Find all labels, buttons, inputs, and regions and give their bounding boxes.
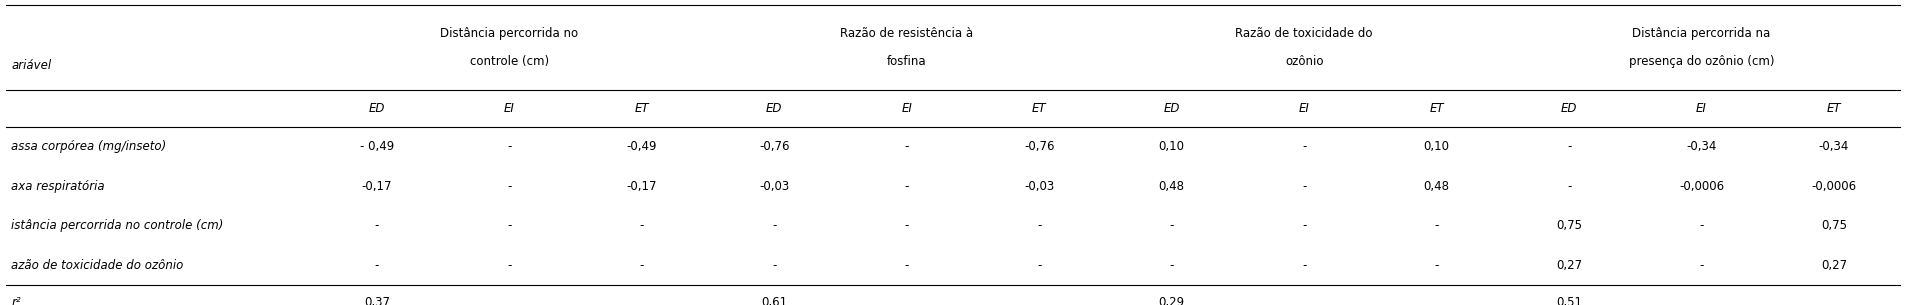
Text: -: - (375, 219, 379, 232)
Text: fosfina: fosfina (886, 55, 926, 67)
Text: -0,17: -0,17 (627, 180, 657, 192)
Text: assa corpórea (mg/inseto): assa corpórea (mg/inseto) (11, 140, 166, 153)
Text: Distância percorrida no: Distância percorrida no (440, 27, 577, 40)
Text: -0,34: -0,34 (1817, 140, 1848, 153)
Text: -: - (1301, 219, 1305, 232)
Text: 0,75: 0,75 (1819, 219, 1846, 232)
Text: -: - (375, 259, 379, 272)
Text: 0,48: 0,48 (1423, 180, 1450, 192)
Text: -: - (507, 259, 511, 272)
Text: -: - (1170, 219, 1173, 232)
Text: ED: ED (766, 102, 783, 115)
Text: -: - (905, 219, 909, 232)
Text: -: - (772, 219, 775, 232)
Text: 0,29: 0,29 (1158, 296, 1185, 305)
Text: ED: ED (368, 102, 385, 115)
Text: -0,17: -0,17 (362, 180, 392, 192)
Text: ET: ET (634, 102, 650, 115)
Text: -: - (1301, 259, 1305, 272)
Text: Distância percorrida na: Distância percorrida na (1631, 27, 1770, 40)
Text: -: - (905, 180, 909, 192)
Text: ED: ED (1162, 102, 1179, 115)
Text: -: - (640, 219, 644, 232)
Text: istância percorrida no controle (cm): istância percorrida no controle (cm) (11, 219, 223, 232)
Text: -: - (1301, 180, 1305, 192)
Text: ariável: ariável (11, 59, 51, 72)
Text: -: - (640, 259, 644, 272)
Text: -: - (1434, 259, 1438, 272)
Text: -: - (1170, 259, 1173, 272)
Text: 0,27: 0,27 (1554, 259, 1581, 272)
Text: EI: EI (1695, 102, 1707, 115)
Text: -0,03: -0,03 (758, 180, 789, 192)
Text: -0,34: -0,34 (1686, 140, 1716, 153)
Text: -0,76: -0,76 (758, 140, 789, 153)
Text: EI: EI (1297, 102, 1309, 115)
Text: -: - (1566, 140, 1570, 153)
Text: EI: EI (901, 102, 912, 115)
Text: -: - (1699, 259, 1703, 272)
Text: -0,0006: -0,0006 (1810, 180, 1855, 192)
Text: r²: r² (11, 296, 21, 305)
Text: -: - (1566, 180, 1570, 192)
Text: 0,10: 0,10 (1158, 140, 1185, 153)
Text: Razão de toxicidade do: Razão de toxicidade do (1234, 27, 1372, 40)
Text: - 0,49: - 0,49 (360, 140, 394, 153)
Text: 0,27: 0,27 (1819, 259, 1846, 272)
Text: ET: ET (1825, 102, 1840, 115)
Text: -0,0006: -0,0006 (1678, 180, 1724, 192)
Text: ozônio: ozônio (1284, 55, 1322, 67)
Text: -: - (1699, 219, 1703, 232)
Text: 0,61: 0,61 (760, 296, 787, 305)
Text: axa respiratória: axa respiratória (11, 180, 105, 192)
Text: -: - (1036, 219, 1040, 232)
Text: 0,10: 0,10 (1423, 140, 1450, 153)
Text: -: - (772, 259, 775, 272)
Text: -: - (905, 259, 909, 272)
Text: -0,49: -0,49 (627, 140, 657, 153)
Text: -: - (507, 140, 511, 153)
Text: -0,76: -0,76 (1023, 140, 1053, 153)
Text: 0,51: 0,51 (1554, 296, 1581, 305)
Text: -: - (1036, 259, 1040, 272)
Text: Razão de resistência à: Razão de resistência à (840, 27, 973, 40)
Text: -: - (1301, 140, 1305, 153)
Text: -0,03: -0,03 (1023, 180, 1053, 192)
Text: ET: ET (1429, 102, 1444, 115)
Text: EI: EI (503, 102, 514, 115)
Text: azão de toxicidade do ozônio: azão de toxicidade do ozônio (11, 259, 183, 272)
Text: 0,37: 0,37 (364, 296, 391, 305)
Text: -: - (507, 180, 511, 192)
Text: ET: ET (1031, 102, 1046, 115)
Text: -: - (905, 140, 909, 153)
Text: controle (cm): controle (cm) (469, 55, 549, 67)
Text: -: - (507, 219, 511, 232)
Text: -: - (1434, 219, 1438, 232)
Text: presença do ozônio (cm): presença do ozônio (cm) (1629, 55, 1774, 67)
Text: 0,48: 0,48 (1158, 180, 1185, 192)
Text: ED: ED (1560, 102, 1577, 115)
Text: 0,75: 0,75 (1554, 219, 1581, 232)
